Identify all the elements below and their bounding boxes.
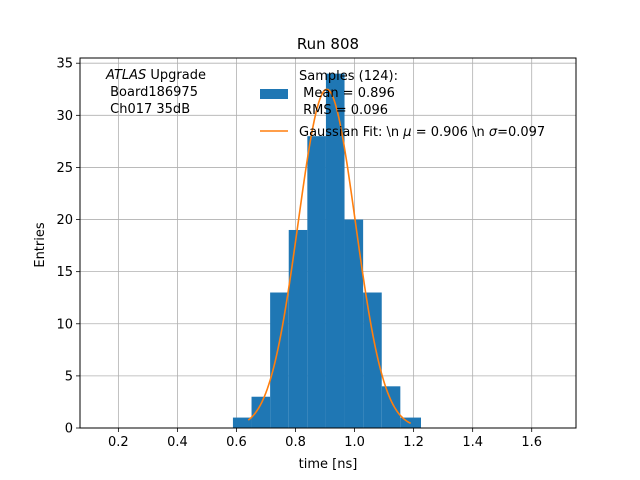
atlas-annotation: ATLAS Upgrade Board186975 Ch017 35dB (105, 68, 206, 117)
x-tick-label: 0.2 (108, 435, 129, 450)
y-tick-label: 15 (56, 265, 73, 280)
legend-fit-sigma: σ (489, 125, 498, 140)
legend-hist-swatch (260, 89, 288, 99)
histogram-bar (288, 229, 308, 428)
annotation-line-1: ATLAS Upgrade (105, 68, 206, 83)
histogram-bar (344, 219, 364, 428)
gaussian-fit-curve (247, 88, 412, 425)
chart-title: Run 808 (297, 35, 359, 53)
x-tick-label: 0.8 (285, 435, 306, 450)
legend-hist-line-3: RMS = 0.096 (299, 103, 388, 118)
legend-fit-label: Gaussian Fit: \n μ = 0.906 \n σ=0.097 (299, 125, 545, 140)
x-tick-label: 1.0 (344, 435, 365, 450)
histogram-bar (325, 73, 345, 429)
annotation-atlas: ATLAS (105, 68, 146, 83)
legend-fit-mu: μ (402, 125, 411, 140)
x-tick-label: 1.6 (521, 435, 542, 450)
histogram-bar (251, 396, 271, 428)
legend-fit-end: =0.097 (497, 125, 545, 140)
y-tick-label: 30 (56, 109, 73, 124)
annotation-line-3: Ch017 35dB (106, 102, 190, 117)
histogram-bar (232, 417, 252, 428)
x-tick-label: 0.6 (226, 435, 247, 450)
x-axis-label: time [ns] (299, 457, 358, 472)
gaussian-fit (247, 88, 412, 425)
legend: Samples (124): Mean = 0.896 RMS = 0.096 … (260, 69, 545, 140)
annotation-upgrade: Upgrade (146, 68, 206, 83)
histogram-bars (232, 73, 421, 429)
legend-fit-prefix: Gaussian Fit: \n (299, 125, 403, 140)
annotation-line-2: Board186975 (106, 85, 198, 100)
plot-frame (79, 57, 577, 429)
y-tick-label: 20 (56, 213, 73, 228)
legend-hist-line-2: Mean = 0.896 (299, 86, 395, 101)
y-tick-label: 10 (56, 317, 73, 332)
axes (79, 57, 577, 429)
histogram-bar (363, 292, 382, 428)
x-tick-label: 1.4 (462, 435, 483, 450)
y-tick-label: 5 (65, 369, 73, 384)
y-tick-label: 35 (56, 57, 73, 72)
y-axis-label: Entries (33, 222, 48, 268)
histogram-bar (307, 136, 326, 429)
y-tick-label: 25 (56, 161, 73, 176)
histogram-bar (270, 292, 289, 428)
legend-fit-mid: = 0.906 \n (412, 125, 489, 140)
histogram-bar (381, 386, 401, 428)
x-tick-label: 0.4 (167, 435, 188, 450)
legend-hist-line-1: Samples (124): (299, 69, 398, 84)
y-tick-label: 0 (65, 422, 73, 437)
ticks: 0.2 0.4 0.6 0.8 1.0 1.2 1.4 1.6 0 5 10 15 20 25 30 35 (56, 57, 542, 450)
x-tick-label: 1.2 (403, 435, 424, 450)
